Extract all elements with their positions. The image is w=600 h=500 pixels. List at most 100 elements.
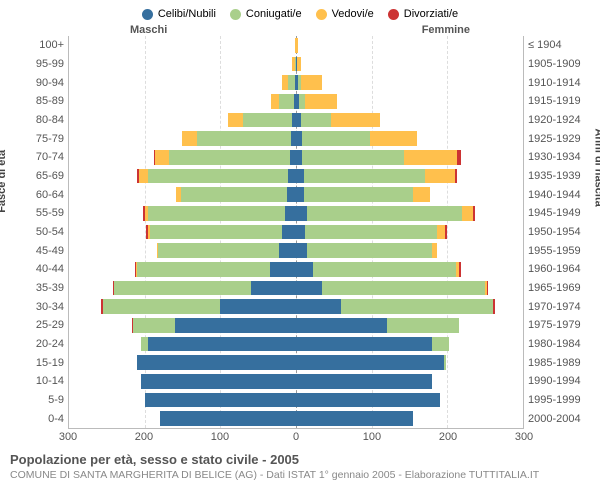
segment-married [141,337,149,352]
segment-divorced [487,281,489,296]
birth-tick: 1925-1929 [528,129,592,148]
bar [69,299,296,314]
female-label: Femmine [422,24,470,36]
segment-single [296,374,432,389]
segment-single [288,169,296,184]
male-half [69,241,296,260]
plot-area: Fasce di età 100+95-9990-9485-8980-8475-… [0,36,600,428]
bar [296,131,523,146]
x-tick: 100 [363,431,381,443]
bar [296,75,523,90]
female-half [296,353,523,372]
bar [69,262,296,277]
birth-tick: 1915-1919 [528,92,592,111]
plot [68,36,524,428]
segment-widowed [297,57,302,72]
x-tick: 100 [211,431,229,443]
pyramid-row [69,167,523,186]
bar [69,355,296,370]
bar [296,393,523,408]
pyramid-row [69,279,523,298]
segment-widowed [296,38,298,53]
bar [296,299,523,314]
bar [69,318,296,333]
gender-labels: Maschi Femmine [0,24,600,36]
female-half [296,223,523,242]
female-half [296,409,523,428]
female-half [296,297,523,316]
male-half [69,316,296,335]
segment-married [197,131,292,146]
segment-married [302,131,370,146]
bar [69,57,296,72]
bar [296,225,523,240]
segment-widowed [331,113,380,128]
bar [69,243,296,258]
bar [296,355,523,370]
pyramid-row [69,148,523,167]
segment-single [145,393,296,408]
segment-single [296,243,307,258]
y-axis-age: 100+95-9990-9485-8980-8475-7970-7465-696… [8,36,68,428]
segment-single [296,187,304,202]
x-tick: 300 [515,431,533,443]
bar [69,374,296,389]
segment-single [141,374,296,389]
pyramid-row [69,316,523,335]
female-half [296,148,523,167]
female-half [296,185,523,204]
segment-married [243,113,292,128]
segment-widowed [432,243,437,258]
segment-single [270,262,296,277]
y-axis-birth: ≤ 19041905-19091910-19141915-19191920-19… [524,36,592,428]
legend-swatch [230,9,241,20]
age-tick: 100+ [8,36,64,55]
female-half [296,111,523,130]
segment-single [175,318,296,333]
age-tick: 90-94 [8,73,64,92]
segment-widowed [413,187,430,202]
segment-single [285,206,296,221]
bar [69,169,296,184]
pyramid-row [69,372,523,391]
pyramid-row [69,241,523,260]
legend-item: Celibi/Nubili [142,8,216,20]
bar [296,38,523,53]
birth-tick: 1905-1909 [528,55,592,74]
birth-tick: 1965-1969 [528,279,592,298]
age-tick: 10-14 [8,372,64,391]
segment-single [296,262,313,277]
male-half [69,55,296,74]
birth-tick: 1930-1934 [528,148,592,167]
segment-divorced [473,206,475,221]
birth-tick: 1935-1939 [528,167,592,186]
bar [296,187,523,202]
segment-married [150,225,282,240]
age-tick: 0-4 [8,409,64,428]
segment-divorced [459,262,461,277]
segment-married [103,299,220,314]
age-tick: 80-84 [8,111,64,130]
birth-tick: 1960-1964 [528,260,592,279]
segment-single [296,225,305,240]
segment-divorced [445,225,447,240]
segment-widowed [139,169,148,184]
segment-married [158,243,279,258]
segment-married [305,225,437,240]
male-label: Maschi [130,24,167,36]
segment-widowed [425,169,455,184]
segment-widowed [182,131,197,146]
population-pyramid-chart: Celibi/NubiliConiugati/eVedovi/eDivorzia… [0,0,600,500]
age-tick: 45-49 [8,241,64,260]
segment-single [296,411,413,426]
pyramid-row [69,409,523,428]
pyramid-row [69,111,523,130]
bar [69,225,296,240]
bar [69,393,296,408]
segment-widowed [301,75,322,90]
legend-label: Vedovi/e [332,8,374,20]
bar [69,94,296,109]
x-tick: 300 [59,431,77,443]
segment-widowed [437,225,445,240]
age-tick: 20-24 [8,335,64,354]
